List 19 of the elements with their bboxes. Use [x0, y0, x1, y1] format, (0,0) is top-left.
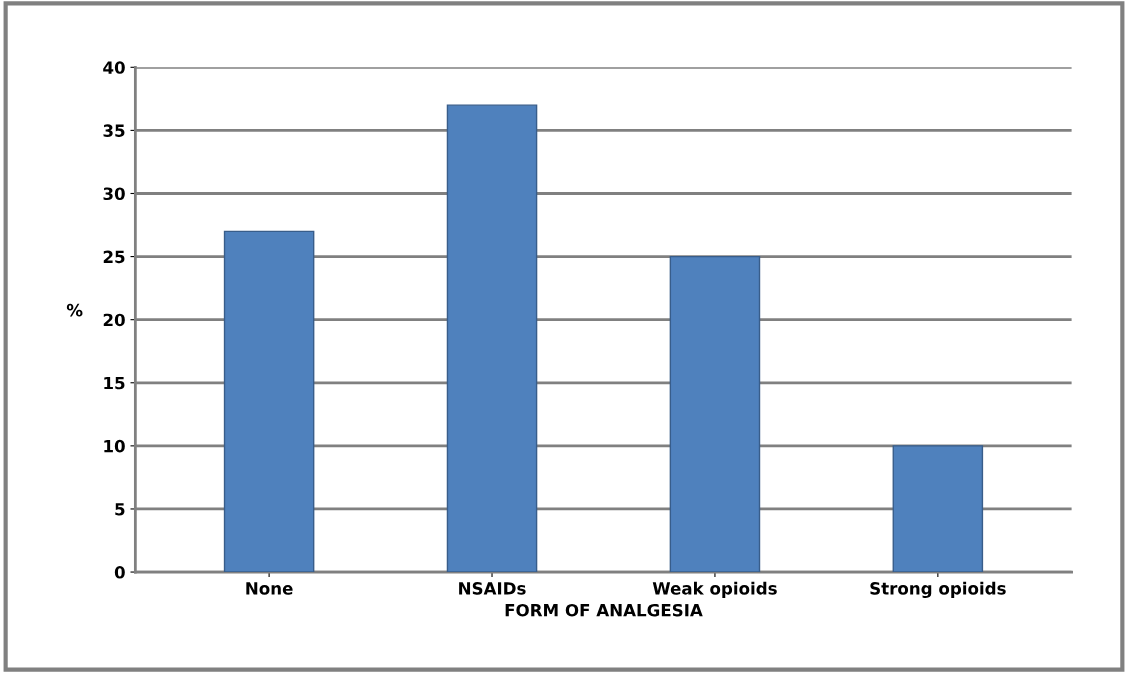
x-tick-label: Strong opioids	[870, 581, 1006, 599]
y-tick-label: 15	[104, 376, 125, 390]
bar	[223, 230, 315, 573]
x-tick-label: Weak opioids	[652, 581, 777, 598]
y-tick-label: 0	[114, 566, 125, 579]
y-tick-label: 40	[103, 61, 125, 74]
y-tick-label: 20	[103, 313, 125, 327]
y-axis-title: %	[66, 303, 83, 317]
y-tick-label: 10	[104, 439, 125, 453]
y-tick-label: 30	[103, 187, 125, 201]
x-axis-title: FORM OF ANALGESIA	[505, 603, 703, 617]
y-tick-label: 5	[115, 503, 125, 516]
bar	[446, 104, 538, 573]
bar	[669, 255, 761, 573]
y-tick-label: 35	[103, 124, 125, 137]
x-tick-label: NSAIDs	[459, 582, 526, 595]
y-tick-label: 25	[103, 250, 125, 264]
x-tick-label: None	[246, 582, 293, 595]
bar	[892, 445, 984, 573]
